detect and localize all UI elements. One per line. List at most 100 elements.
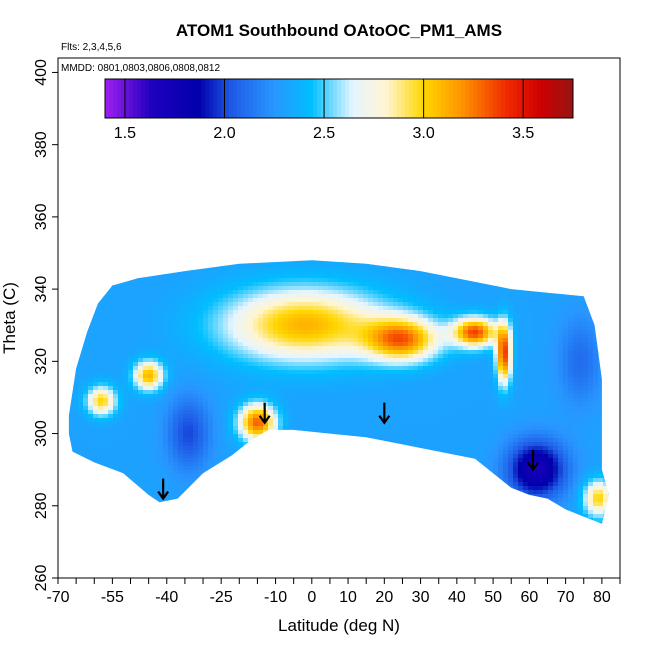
heatmap-cell <box>68 530 73 534</box>
heatmap-cell <box>133 242 138 246</box>
heatmap-cell <box>118 254 123 258</box>
heatmap-cell <box>258 294 264 299</box>
heatmap-cell <box>143 246 148 250</box>
heatmap-cell <box>118 310 124 315</box>
heatmap-cell <box>188 326 194 331</box>
heatmap-cell <box>228 330 234 335</box>
heatmap-cell <box>273 502 279 507</box>
heatmap-cell <box>308 238 313 242</box>
heatmap-cell <box>83 502 89 507</box>
heatmap-cell <box>208 430 214 435</box>
heatmap-cell <box>218 454 224 459</box>
heatmap-cell <box>228 274 234 279</box>
heatmap-cell <box>118 494 124 499</box>
heatmap-cell <box>158 490 164 495</box>
heatmap-cell <box>93 310 99 315</box>
heatmap-cell <box>208 310 214 315</box>
heatmap-cell <box>108 402 114 407</box>
heatmap-cell <box>118 266 124 271</box>
heatmap-cell <box>308 526 313 530</box>
heatmap-cell <box>313 318 319 323</box>
heatmap-cell <box>338 422 344 427</box>
heatmap-cell <box>153 494 159 499</box>
heatmap-cell <box>268 386 274 391</box>
heatmap-cell <box>58 474 63 478</box>
heatmap-cell <box>78 478 84 483</box>
heatmap-cell <box>318 246 323 250</box>
heatmap-cell <box>293 374 299 379</box>
heatmap-cell <box>288 274 294 279</box>
heatmap-cell <box>78 242 83 246</box>
heatmap-cell <box>348 246 353 250</box>
heatmap-cell <box>298 310 304 315</box>
heatmap-cell <box>173 378 179 383</box>
heatmap-cell <box>193 350 199 355</box>
heatmap-cell <box>163 366 169 371</box>
heatmap-cell <box>198 474 204 479</box>
heatmap-cell <box>158 394 164 399</box>
heatmap-cell <box>238 406 244 411</box>
heatmap-cell <box>173 446 179 451</box>
heatmap-cell <box>158 294 164 299</box>
heatmap-cell <box>338 486 344 491</box>
heatmap-cell <box>128 486 134 491</box>
heatmap-cell <box>203 366 209 371</box>
heatmap-cell <box>203 430 209 435</box>
heatmap-cell <box>93 390 99 395</box>
heatmap-cell <box>168 238 173 242</box>
heatmap-cell <box>123 298 129 303</box>
heatmap-cell <box>323 282 329 287</box>
heatmap-cell <box>78 278 84 283</box>
heatmap-cell <box>303 458 309 463</box>
heatmap-cell <box>218 478 224 483</box>
heatmap-cell <box>263 566 268 570</box>
heatmap-cell <box>118 374 124 379</box>
heatmap-cell <box>273 470 279 475</box>
heatmap-cell <box>273 322 279 327</box>
heatmap-cell <box>318 358 324 363</box>
heatmap-cell <box>283 514 289 519</box>
heatmap-cell <box>188 242 193 246</box>
heatmap-cell <box>188 558 193 562</box>
heatmap-cell <box>123 302 129 307</box>
heatmap-cell <box>278 522 284 524</box>
heatmap-cell <box>98 334 104 339</box>
heatmap-cell <box>123 410 129 415</box>
heatmap-cell <box>188 354 194 359</box>
heatmap-cell <box>213 298 219 303</box>
heatmap-cell <box>98 254 103 258</box>
heatmap-cell <box>283 302 289 307</box>
heatmap-cell <box>178 378 184 383</box>
heatmap-cell <box>193 322 199 327</box>
heatmap-cell <box>188 458 194 463</box>
heatmap-cell <box>73 266 79 271</box>
heatmap-cell <box>68 318 74 323</box>
heatmap-cell <box>113 254 118 258</box>
heatmap-cell <box>203 482 209 487</box>
heatmap-cell <box>63 278 68 282</box>
heatmap-cell <box>158 562 163 566</box>
heatmap-cell <box>148 498 154 503</box>
heatmap-cell <box>143 562 148 566</box>
heatmap-cell <box>328 518 334 523</box>
heatmap-cell <box>83 254 88 258</box>
heatmap-cell <box>133 498 139 503</box>
heatmap-cell <box>188 414 194 419</box>
heatmap-cell <box>138 378 144 383</box>
heatmap-cell <box>198 310 204 315</box>
heatmap-cell <box>93 562 98 566</box>
heatmap-cell <box>333 470 339 475</box>
heatmap-cell <box>103 530 108 534</box>
heatmap-cell <box>238 294 244 299</box>
heatmap-cell <box>133 270 139 275</box>
heatmap-cell <box>108 478 114 483</box>
heatmap-cell <box>88 518 94 523</box>
heatmap-cell <box>278 442 284 447</box>
heatmap-cell <box>193 330 199 335</box>
heatmap-cell <box>283 242 288 246</box>
heatmap-cell <box>148 270 154 275</box>
heatmap-cell <box>198 458 204 463</box>
heatmap-cell <box>178 338 184 343</box>
heatmap-cell <box>223 330 229 335</box>
heatmap-cell <box>133 394 139 399</box>
